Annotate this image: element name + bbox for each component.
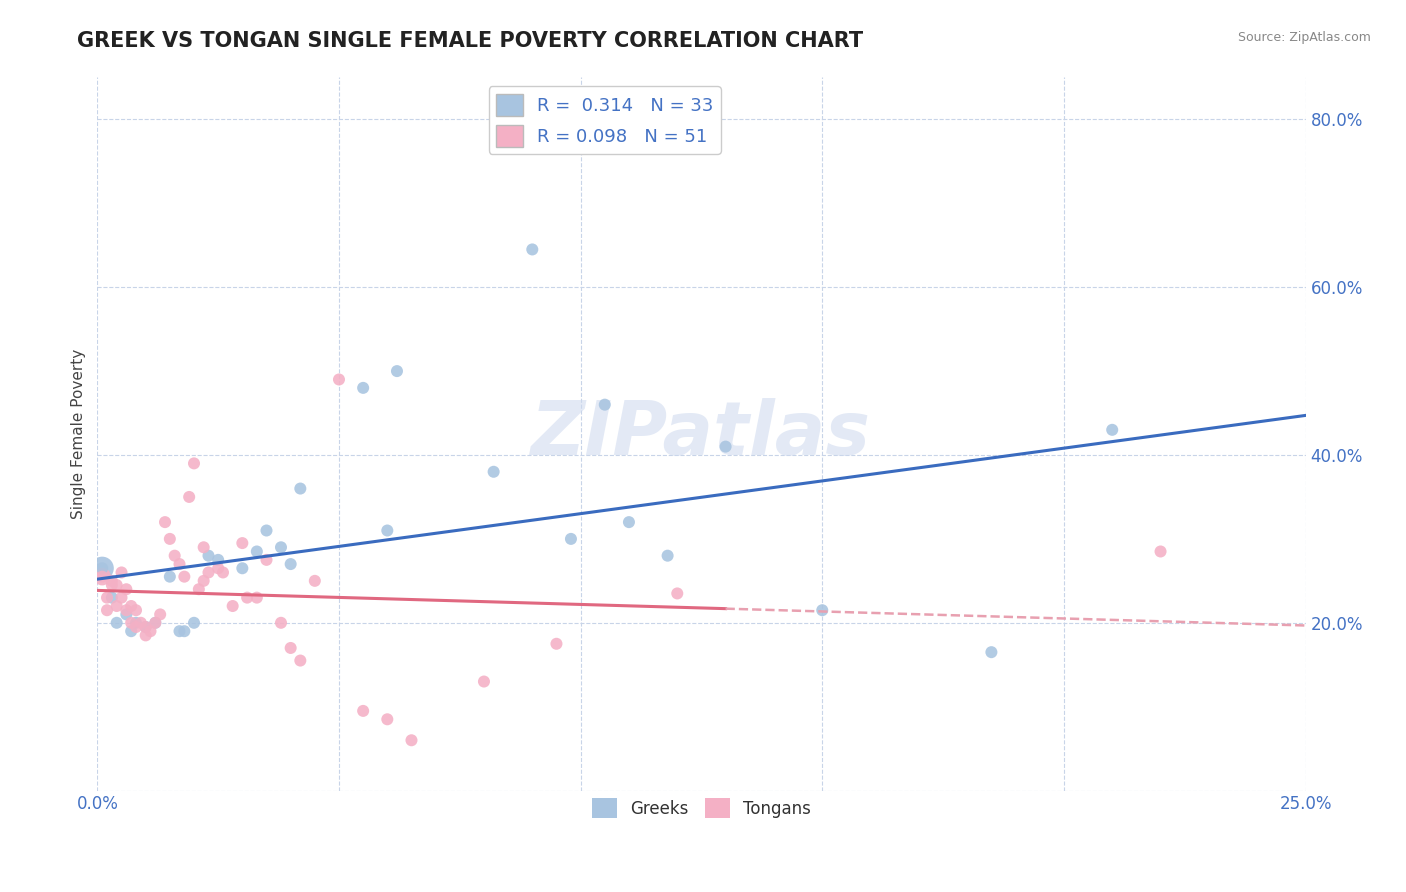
Point bbox=[304, 574, 326, 588]
Point bbox=[96, 603, 118, 617]
Point bbox=[101, 578, 124, 592]
Point bbox=[101, 591, 124, 605]
Point bbox=[91, 561, 114, 575]
Point bbox=[153, 515, 176, 529]
Point bbox=[91, 561, 114, 575]
Point bbox=[980, 645, 1002, 659]
Point bbox=[270, 615, 292, 630]
Point bbox=[385, 364, 408, 378]
Point bbox=[193, 541, 215, 555]
Point bbox=[125, 615, 148, 630]
Point bbox=[169, 624, 191, 639]
Point bbox=[91, 569, 114, 583]
Point bbox=[91, 569, 114, 583]
Point bbox=[522, 243, 544, 257]
Point bbox=[149, 607, 172, 622]
Point bbox=[352, 381, 374, 395]
Point bbox=[270, 541, 292, 555]
Point bbox=[207, 553, 229, 567]
Point bbox=[179, 490, 201, 504]
Point bbox=[120, 624, 142, 639]
Point bbox=[290, 482, 312, 496]
Y-axis label: Single Female Poverty: Single Female Poverty bbox=[72, 349, 86, 519]
Point bbox=[1149, 544, 1171, 558]
Point bbox=[221, 599, 243, 613]
Point bbox=[115, 607, 138, 622]
Point bbox=[169, 557, 191, 571]
Point bbox=[135, 620, 157, 634]
Point bbox=[197, 566, 219, 580]
Point bbox=[139, 624, 162, 639]
Point bbox=[1101, 423, 1123, 437]
Point bbox=[560, 532, 582, 546]
Point bbox=[212, 566, 235, 580]
Point bbox=[120, 615, 142, 630]
Point bbox=[256, 524, 278, 538]
Point bbox=[666, 586, 689, 600]
Point bbox=[617, 515, 640, 529]
Point bbox=[135, 628, 157, 642]
Point bbox=[125, 620, 148, 634]
Point bbox=[375, 712, 398, 726]
Point bbox=[657, 549, 679, 563]
Text: ZIPatlas: ZIPatlas bbox=[531, 398, 872, 470]
Point bbox=[159, 569, 181, 583]
Legend: Greeks, Tongans: Greeks, Tongans bbox=[585, 791, 818, 825]
Point bbox=[143, 615, 166, 630]
Point bbox=[352, 704, 374, 718]
Point bbox=[187, 582, 209, 597]
Point bbox=[290, 654, 312, 668]
Point bbox=[105, 599, 128, 613]
Point bbox=[129, 615, 152, 630]
Point bbox=[328, 372, 350, 386]
Point bbox=[125, 603, 148, 617]
Point bbox=[115, 603, 138, 617]
Point bbox=[246, 591, 269, 605]
Point bbox=[135, 620, 157, 634]
Text: Source: ZipAtlas.com: Source: ZipAtlas.com bbox=[1237, 31, 1371, 45]
Point bbox=[159, 532, 181, 546]
Point bbox=[246, 544, 269, 558]
Point bbox=[401, 733, 423, 747]
Point bbox=[101, 574, 124, 588]
Point bbox=[546, 637, 568, 651]
Point bbox=[110, 566, 132, 580]
Point bbox=[375, 524, 398, 538]
Point bbox=[173, 624, 195, 639]
Point bbox=[280, 557, 302, 571]
Point bbox=[173, 569, 195, 583]
Point bbox=[105, 578, 128, 592]
Point bbox=[120, 599, 142, 613]
Point bbox=[163, 549, 186, 563]
Point bbox=[183, 456, 205, 470]
Point bbox=[811, 603, 834, 617]
Point bbox=[482, 465, 505, 479]
Point bbox=[280, 640, 302, 655]
Point bbox=[593, 398, 616, 412]
Point bbox=[110, 591, 132, 605]
Point bbox=[472, 674, 495, 689]
Point bbox=[231, 536, 253, 550]
Point bbox=[197, 549, 219, 563]
Point bbox=[236, 591, 259, 605]
Point bbox=[256, 553, 278, 567]
Point bbox=[231, 561, 253, 575]
Point bbox=[143, 615, 166, 630]
Text: GREEK VS TONGAN SINGLE FEMALE POVERTY CORRELATION CHART: GREEK VS TONGAN SINGLE FEMALE POVERTY CO… bbox=[77, 31, 863, 51]
Point bbox=[115, 582, 138, 597]
Point bbox=[96, 591, 118, 605]
Point bbox=[193, 574, 215, 588]
Point bbox=[207, 561, 229, 575]
Point bbox=[105, 615, 128, 630]
Point bbox=[183, 615, 205, 630]
Point bbox=[714, 440, 737, 454]
